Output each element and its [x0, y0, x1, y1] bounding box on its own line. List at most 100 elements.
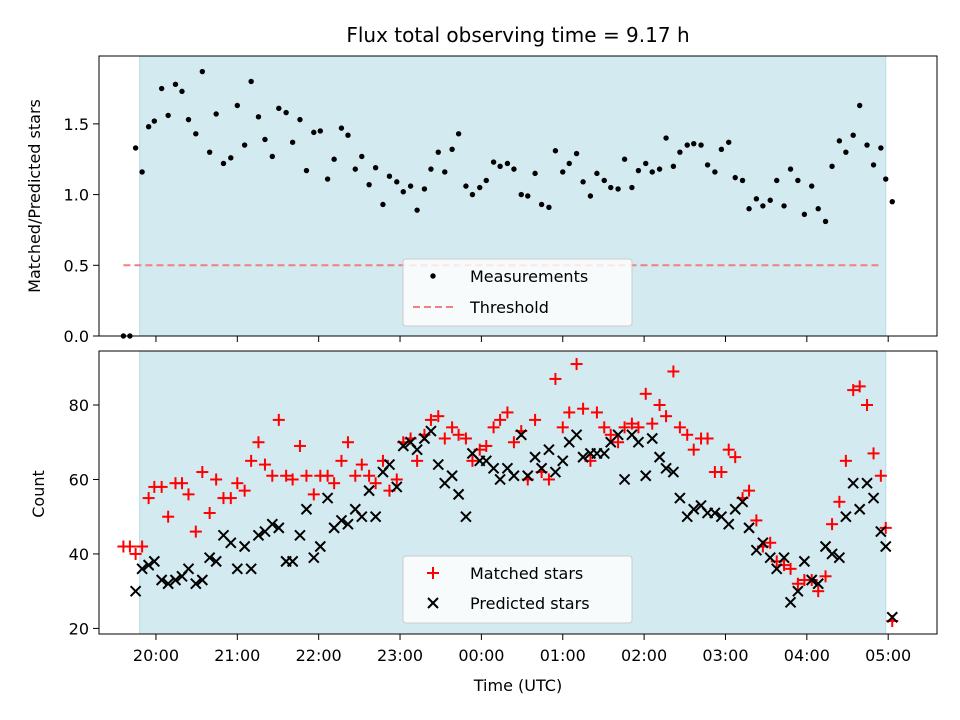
predicted-star-point [854, 503, 866, 515]
predicted-star-point [169, 574, 182, 586]
measurement-point [490, 159, 497, 165]
bottom-axes-frame [98, 350, 938, 635]
matched-star-point [487, 421, 500, 434]
matched-star-point [861, 398, 874, 411]
predicted-star-point [570, 429, 583, 441]
measurement-point [283, 109, 289, 116]
x-tick-label: 22:00 [296, 646, 342, 665]
top-axes-frame [98, 55, 938, 337]
measurement-point [615, 186, 621, 192]
measurements-layer [120, 68, 895, 339]
predicted-star-point [784, 596, 797, 609]
matched-star-point [784, 562, 797, 575]
predicted-star-point [798, 555, 811, 568]
measurement-point [366, 181, 372, 188]
x-tick-label: 00:00 [458, 646, 504, 665]
legend-predicted-marker [427, 597, 439, 609]
matched-star-point [826, 518, 839, 531]
matched-star-point [639, 387, 652, 400]
bottom-y-ticks: 20 40 60 80 [69, 396, 99, 638]
predicted-star-point [446, 470, 458, 482]
measurement-point [428, 166, 434, 172]
predicted-star-point [640, 470, 652, 482]
matched-star-point [369, 477, 382, 490]
matched-star-point [182, 488, 195, 501]
matched-star-point [590, 406, 603, 419]
matched-star-point [618, 421, 631, 434]
measurement-point [878, 145, 884, 151]
measurement-point [400, 189, 406, 195]
predicted-star-point [487, 462, 500, 475]
measurement-point [546, 204, 552, 211]
predicted-star-point [142, 559, 155, 571]
measurement-point [311, 129, 317, 136]
predicted-star-point [886, 611, 898, 623]
matched-star-point [266, 469, 279, 482]
predicted-star-point [231, 563, 244, 575]
predicted-star-point [618, 473, 631, 486]
matched-star-point [390, 473, 403, 486]
measurement-point [836, 138, 843, 144]
measurement-point [889, 198, 895, 205]
matched-star-point [625, 417, 638, 430]
matched-star-point [598, 421, 611, 434]
matched-star-point [210, 473, 223, 486]
matched-star-point [123, 540, 136, 553]
measurement-point [193, 131, 199, 137]
measurement-point [206, 149, 213, 155]
x-tick-label: 20:00 [133, 646, 179, 665]
predicted-star-point [709, 507, 721, 519]
matched-star-point [570, 358, 583, 371]
matched-star-point [452, 428, 465, 441]
measurement-point [289, 139, 296, 145]
matched-star-point [542, 473, 555, 486]
predicted-star-point [660, 462, 672, 475]
matched-star-point [136, 540, 149, 553]
measurement-point [172, 81, 179, 87]
matched-star-point [632, 421, 645, 434]
predicted-star-point [425, 425, 437, 437]
predicted-star-point [736, 496, 749, 508]
matched-star-point [743, 484, 756, 497]
measurement-point [538, 201, 545, 208]
matched-star-point [687, 443, 700, 456]
matched-star-point [673, 421, 686, 434]
matched-star-point [355, 458, 368, 471]
measurement-point [386, 173, 393, 179]
top-legend: Measurements Threshold [402, 258, 633, 327]
predicted-star-point [266, 518, 279, 530]
predicted-star-point [411, 443, 423, 456]
measurement-point [442, 169, 448, 175]
matched-star-point [286, 473, 299, 486]
measurement-point [670, 163, 677, 170]
measurement-point [601, 177, 607, 184]
matched-star-point [293, 439, 306, 452]
predicted-star-point [238, 540, 251, 553]
legend-matched-label: Matched stars [470, 564, 583, 583]
x-tick-label: 05:00 [865, 646, 911, 665]
measurement-point [139, 169, 145, 175]
matched-star-point [501, 406, 514, 419]
predicted-star-point [771, 563, 783, 575]
top-y-axis-label: Matched/Predicted stars [25, 99, 44, 293]
matched-star-point [252, 436, 265, 449]
measurement-point [145, 124, 152, 130]
measurement-point [276, 105, 282, 112]
measurement-point [870, 162, 877, 168]
measurement-point [151, 118, 158, 124]
predicted-stars-layer [129, 425, 898, 623]
predicted-star-point [535, 462, 548, 475]
measurement-point [822, 218, 829, 225]
measurement-point [483, 177, 489, 184]
measurement-point [497, 163, 503, 170]
legend-matched-marker [427, 567, 439, 579]
measurement-point [552, 148, 559, 154]
predicted-star-point [557, 455, 569, 467]
predicted-star-point [273, 522, 285, 534]
top-legend-box [402, 258, 633, 327]
measurement-point [560, 169, 566, 175]
matched-star-point [839, 454, 852, 467]
chart-title: Flux total observing time = 9.17 h [346, 23, 689, 47]
matched-star-point [722, 443, 735, 456]
